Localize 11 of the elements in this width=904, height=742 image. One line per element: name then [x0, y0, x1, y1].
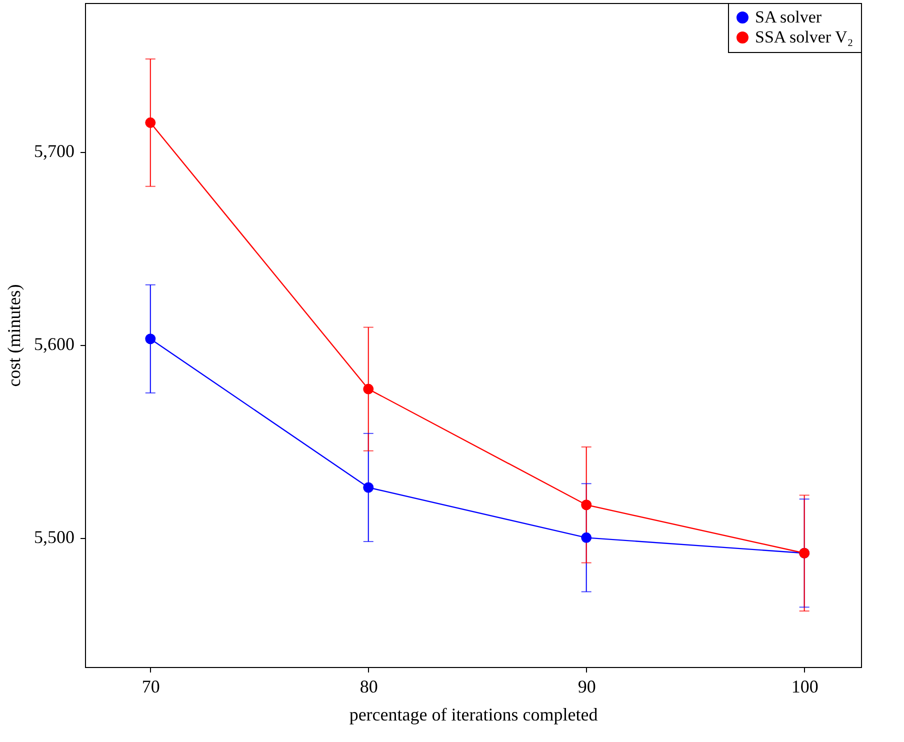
y-tick-label: 5,700: [34, 141, 74, 162]
y-axis-title: cost (minutes): [4, 284, 24, 387]
y-tick-label: 5,500: [34, 527, 74, 548]
x-tick-label: 100: [791, 676, 818, 696]
legend-label: SSA solver V₂: [755, 28, 854, 46]
y-tick-label: 5,600: [34, 334, 74, 354]
x-tick-label: 90: [578, 676, 596, 696]
x-tick-label: 80: [360, 676, 378, 696]
x-axis-title: percentage of iterations completed: [349, 704, 598, 724]
legend-label: SA solver: [755, 8, 822, 26]
x-tick-label: 70: [142, 676, 160, 696]
